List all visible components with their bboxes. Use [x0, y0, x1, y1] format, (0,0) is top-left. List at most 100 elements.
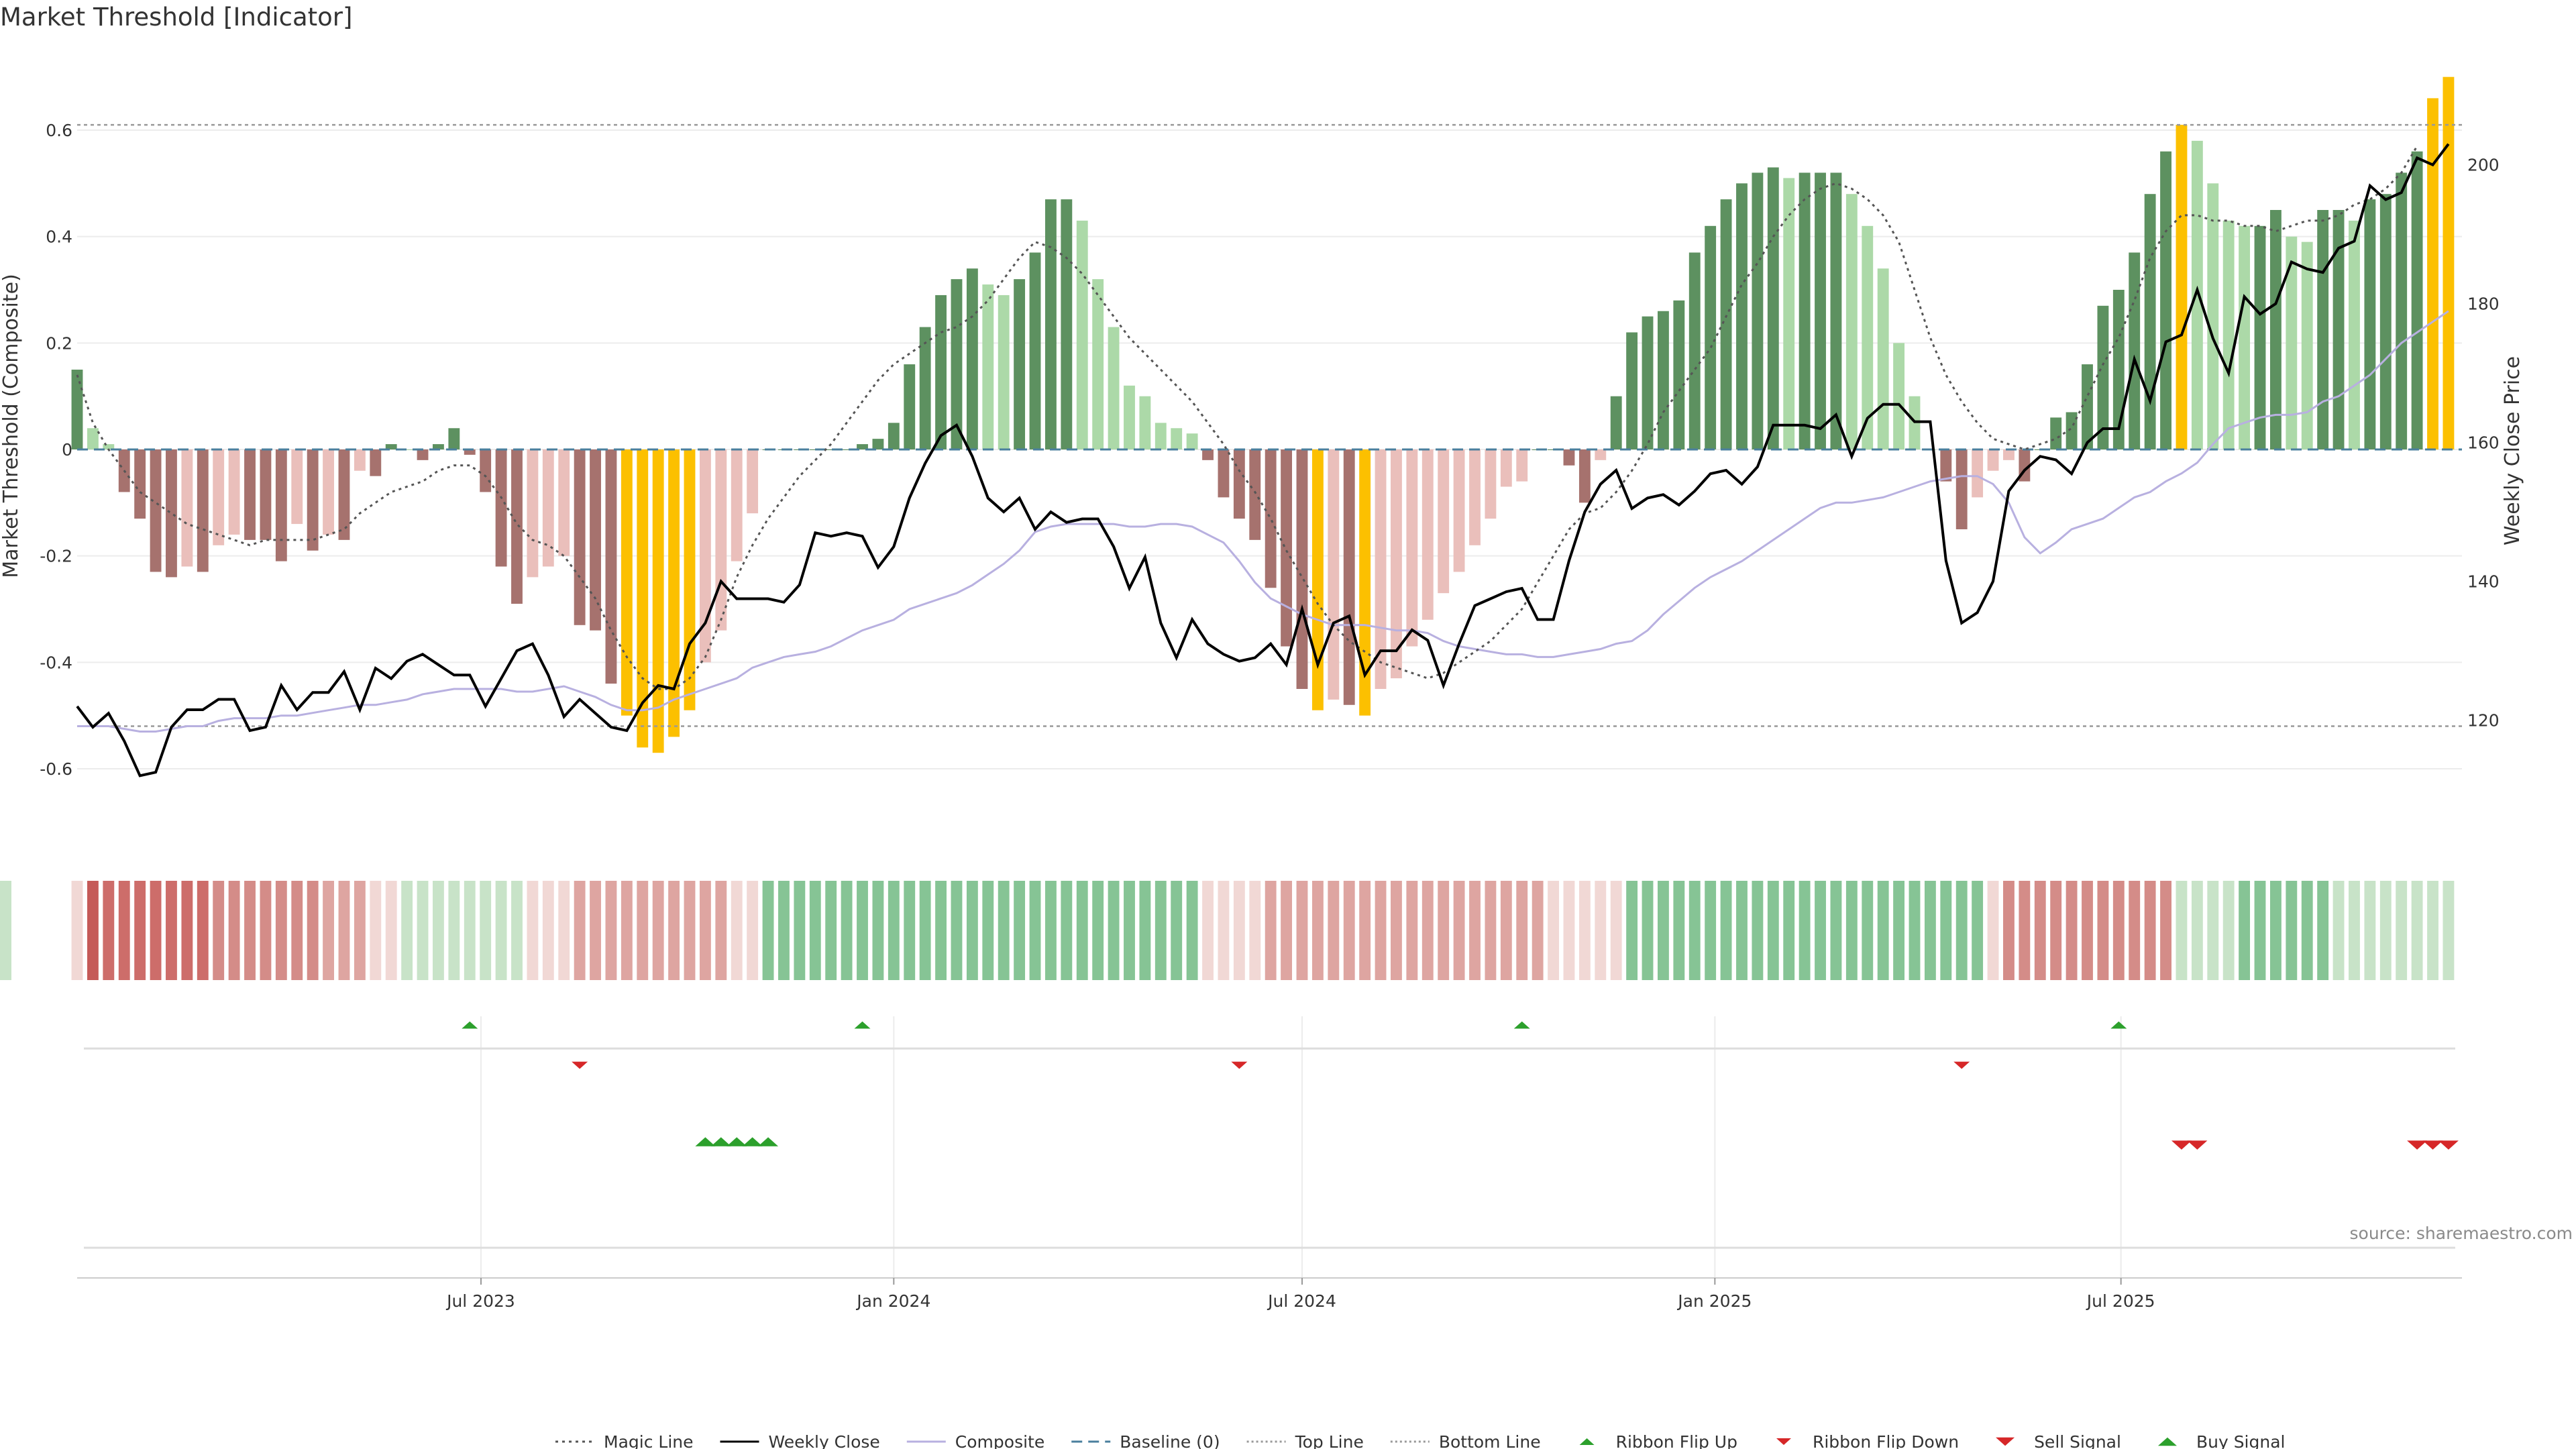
ribbon-cell — [1578, 881, 1591, 980]
ribbon-cell — [370, 881, 382, 980]
y-right-tick-label: 140 — [2467, 572, 2500, 592]
ribbon-cell — [841, 881, 853, 980]
ribbon-cell — [448, 881, 460, 980]
ribbon-cell — [1924, 881, 1936, 980]
y-left-tick-label: -0.4 — [40, 653, 72, 672]
composite-bar — [401, 449, 413, 450]
composite-bar — [684, 449, 696, 710]
ribbon-cell — [433, 881, 444, 980]
ribbon-cell — [794, 881, 806, 980]
sell-signal-marker — [2187, 1140, 2208, 1150]
composite-bar — [1610, 396, 1622, 449]
composite-bar — [1626, 332, 1638, 449]
legend-label: Bottom Line — [1439, 1432, 1541, 1449]
ribbon-cell — [2191, 881, 2203, 980]
ribbon-cell — [338, 881, 350, 980]
composite-bar — [1092, 279, 1104, 449]
composite-bar — [354, 449, 366, 471]
ribbon-cell — [2349, 881, 2360, 980]
ribbon-cell — [652, 881, 664, 980]
ribbon-cell — [1438, 881, 1450, 980]
ribbon-cell — [1673, 881, 1685, 980]
magic-line — [76, 146, 2418, 690]
composite-bar — [1815, 172, 1826, 449]
ribbon-cell — [1563, 881, 1575, 980]
composite-bar — [323, 449, 334, 535]
legend-item: Ribbon Flip Down — [1776, 1432, 1959, 1449]
composite-bar — [2050, 417, 2062, 449]
ribbon-cell — [464, 881, 476, 980]
composite-bar — [2269, 210, 2282, 449]
composite-bar — [1500, 449, 1512, 487]
composite-bar — [542, 449, 554, 567]
ribbon-cell — [1736, 881, 1748, 980]
ribbon-cell — [197, 881, 209, 980]
ribbon-flip-down-marker — [1953, 1061, 1970, 1069]
ribbon-cell — [1406, 881, 1418, 980]
composite-bar — [1673, 300, 1685, 449]
composite-bar — [1438, 449, 1450, 594]
ribbon-flip-down-marker — [572, 1061, 588, 1069]
legend-item: Weekly Close — [720, 1432, 880, 1449]
ribbon-cell — [1752, 881, 1764, 980]
weekly-close-line — [76, 143, 2450, 777]
composite-bar — [433, 444, 444, 449]
ribbon-cell — [888, 881, 900, 980]
x-tick-label: Jul 2023 — [445, 1291, 515, 1311]
composite-bar — [2065, 412, 2078, 449]
composite-bar — [574, 449, 586, 625]
y-left-tick-label: 0.2 — [46, 333, 72, 353]
ribbon-cell — [1767, 881, 1779, 980]
composite-bar — [982, 284, 994, 449]
composite-bar — [1139, 396, 1151, 449]
composite-bar — [1406, 449, 1418, 647]
ribbon-cell — [1893, 881, 1905, 980]
ribbon-cell — [1799, 881, 1811, 980]
axes: -0.6 -0.4 -0.2 0 0.2 0.4 0.6 120 140 160 180 200 — [40, 121, 2500, 779]
composite-bar — [2082, 364, 2093, 449]
composite-bar — [951, 279, 963, 449]
y-axis-right-label: Weekly Close Price — [2501, 356, 2524, 545]
ribbon-cell — [1688, 881, 1701, 980]
composite-bar — [103, 444, 115, 449]
ribbon-cell — [1092, 881, 1104, 980]
ribbon-cell — [1375, 881, 1387, 980]
composite-bar — [2097, 305, 2109, 449]
ribbon-cell — [244, 881, 256, 980]
ribbon-cell — [1202, 881, 1214, 980]
composite-bar — [1972, 449, 1984, 498]
ribbon-cell — [998, 881, 1010, 980]
ribbon-cell — [2222, 881, 2235, 980]
ribbon-cell — [2411, 881, 2423, 980]
ribbon-cell — [1171, 881, 1183, 980]
composite-bar — [935, 294, 947, 449]
ribbon-cell — [2269, 881, 2282, 980]
legend-label: Weekly Close — [769, 1432, 880, 1449]
x-tick-label: Jan 2025 — [1676, 1291, 1752, 1311]
composite-bar — [1595, 449, 1607, 460]
ribbon-cell — [2443, 881, 2455, 980]
legend-item: Ribbon Flip Up — [1579, 1432, 1737, 1449]
composite-bar — [621, 449, 633, 716]
legend-swatch — [2157, 1437, 2177, 1446]
composite-bar — [699, 449, 711, 663]
composite-bar — [1830, 172, 1842, 449]
legend-item: Magic Line — [555, 1432, 694, 1449]
legend-item: Composite — [906, 1432, 1044, 1449]
ribbon-cell — [1485, 881, 1497, 980]
composite-bar — [448, 428, 460, 449]
ribbon-cell — [637, 881, 649, 980]
composite-bar — [590, 449, 601, 631]
composite-bar — [2239, 225, 2251, 449]
ribbon-cell — [1311, 881, 1324, 980]
legend-item: Bottom Line — [1390, 1432, 1541, 1449]
ribbon-cell — [1626, 881, 1638, 980]
ribbon-flip-up-marker — [1513, 1021, 1530, 1029]
ribbon-cell — [1720, 881, 1732, 980]
composite-bar — [1421, 449, 1434, 620]
ribbon-cell — [480, 881, 492, 980]
composite-bar — [1014, 279, 1026, 449]
legend-label: Composite — [955, 1432, 1044, 1449]
composite-bar — [1688, 252, 1701, 449]
composite-bar — [605, 449, 617, 684]
